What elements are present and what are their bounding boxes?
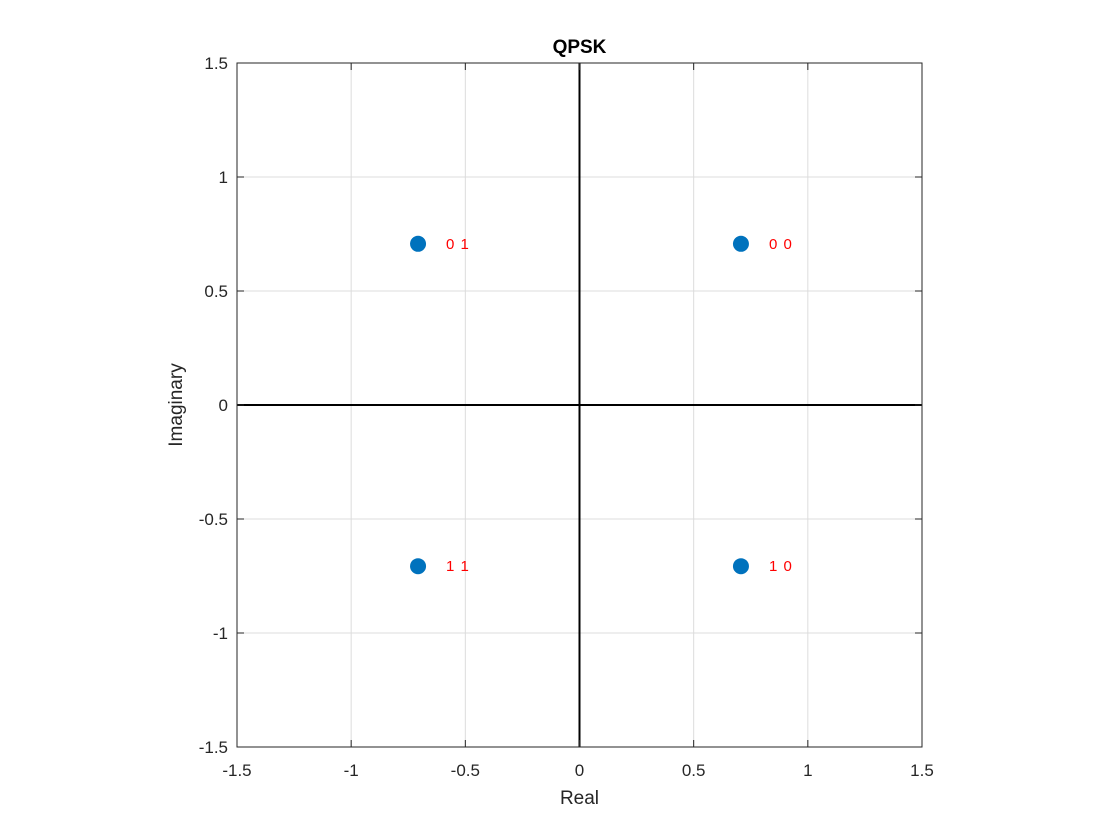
x-tick-label: 0 xyxy=(575,761,584,780)
data-points xyxy=(410,235,749,575)
constellation-point xyxy=(410,558,427,575)
y-tick-label: 1.5 xyxy=(204,54,228,73)
constellation-point xyxy=(732,235,749,252)
y-axis-label: Imaginary xyxy=(166,363,187,447)
x-tick-label: 1.5 xyxy=(910,761,934,780)
y-tick-label: -0.5 xyxy=(199,510,228,529)
x-tick-label: 0.5 xyxy=(682,761,706,780)
x-tick-label: -1.5 xyxy=(222,761,251,780)
y-tick-label: -1.5 xyxy=(199,738,228,757)
point-label: 1 0 xyxy=(769,558,793,575)
x-tick-label: -0.5 xyxy=(451,761,480,780)
y-tick-label: -1 xyxy=(213,624,228,643)
tick-labels: -1.5 -1 -0.5 0 0.5 1 1.5 -1.5 -1 -0.5 0 0.5 1 1.5 xyxy=(199,54,934,780)
point-label: 0 0 xyxy=(769,236,793,253)
y-tick-label: 0 xyxy=(219,396,228,415)
constellation-point xyxy=(732,558,749,575)
y-tick-label: 1 xyxy=(219,168,228,187)
point-label: 1 1 xyxy=(446,558,470,575)
zero-lines xyxy=(237,63,922,747)
axis-ticks xyxy=(236,62,923,748)
constellation-point xyxy=(410,235,427,252)
point-label: 0 1 xyxy=(446,236,470,253)
x-tick-label: -1 xyxy=(344,761,359,780)
point-labels: 0 0 0 1 1 1 1 0 xyxy=(446,236,793,575)
x-tick-label: 1 xyxy=(803,761,812,780)
x-axis-label: Real xyxy=(560,788,599,809)
y-tick-label: 0.5 xyxy=(204,282,228,301)
chart-title: QPSK xyxy=(553,37,607,58)
